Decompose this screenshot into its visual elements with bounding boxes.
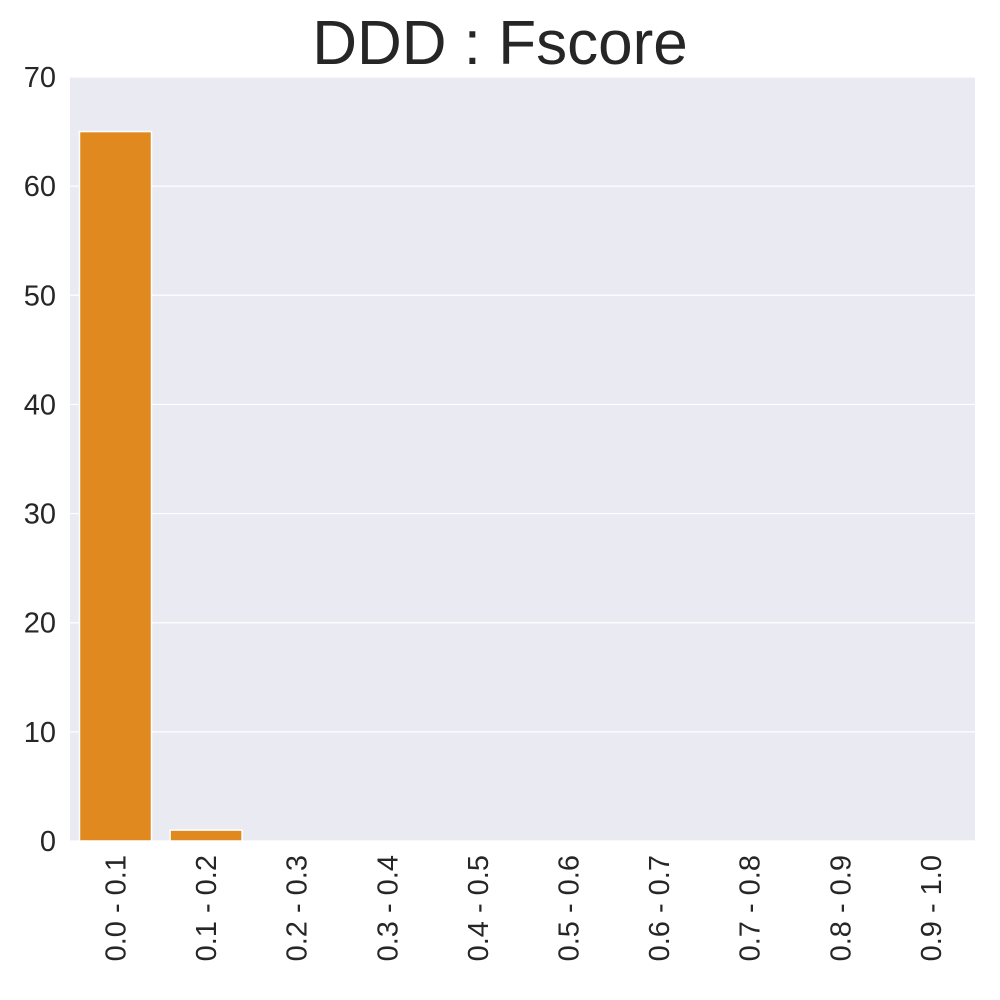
x-tick-label: 0.1 - 0.2	[191, 855, 223, 961]
y-tick-label: 50	[24, 280, 56, 312]
x-tick-label: 0.2 - 0.3	[282, 855, 314, 961]
x-tick-label: 0.4 - 0.5	[463, 855, 495, 961]
bar	[169, 829, 243, 842]
chart-title: DDD : Fscore	[312, 9, 688, 78]
x-tick-label: 0.3 - 0.4	[372, 855, 404, 961]
x-tick-label: 0.6 - 0.7	[644, 855, 676, 961]
x-tick-label: 0.7 - 0.8	[735, 855, 767, 961]
bars	[78, 130, 243, 842]
y-tick-label: 0	[40, 826, 56, 858]
x-tick-label: 0.0 - 0.1	[101, 855, 133, 961]
y-tick-label: 10	[24, 717, 56, 749]
x-axis-ticks: 0.0 - 0.1 0.1 - 0.2 0.2 - 0.3 0.3 - 0.4 0.4 …	[101, 855, 948, 961]
x-tick-label: 0.5 - 0.6	[554, 855, 586, 961]
y-tick-label: 40	[24, 389, 56, 421]
y-tick-label: 30	[24, 499, 56, 531]
bar	[78, 130, 153, 842]
x-tick-label: 0.9 - 1.0	[916, 855, 948, 961]
y-tick-label: 70	[24, 62, 56, 94]
plot-area	[70, 77, 975, 841]
x-tick-label: 0.8 - 0.9	[825, 855, 857, 961]
y-tick-label: 60	[24, 171, 56, 203]
y-tick-label: 20	[24, 608, 56, 640]
y-axis-ticks: 0 10 20 30 40 50 60 70	[24, 62, 56, 858]
